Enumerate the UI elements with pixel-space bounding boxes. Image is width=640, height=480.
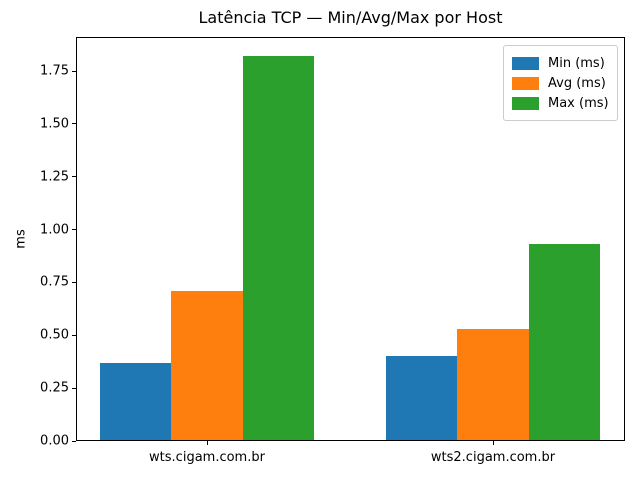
y-tick-label: 1.75 [40, 63, 69, 79]
y-tick-mark [72, 334, 76, 336]
y-tick-mark [72, 387, 76, 389]
y-tick-label: 1.50 [40, 116, 69, 132]
y-tick-label: 0.50 [40, 327, 69, 343]
y-tick-label: 1.25 [40, 169, 69, 185]
bar-avg-wts2.cigam.com.br [457, 328, 529, 440]
x-tick-label: wts2.cigam.com.br [430, 450, 556, 465]
bar-avg-wts.cigam.com.br [171, 290, 243, 440]
y-tick-label: 0.75 [40, 274, 69, 290]
legend-label: Max (ms) [548, 95, 609, 111]
legend-swatch-min [512, 56, 539, 70]
x-tick-mark [207, 441, 208, 445]
y-tick-label: 0.25 [40, 380, 69, 396]
legend-swatch-avg [512, 76, 539, 90]
legend-item: Min (ms) [512, 54, 609, 72]
y-tick-mark [72, 440, 76, 442]
legend-item: Avg (ms) [512, 74, 609, 92]
x-tick-mark [493, 441, 494, 445]
y-tick-label: 0.00 [40, 433, 69, 449]
chart-title: Latência TCP — Min/Avg/Max por Host [198, 8, 503, 27]
y-tick-mark [72, 70, 76, 72]
bar-max-wts2.cigam.com.br [528, 244, 601, 440]
legend-label: Min (ms) [548, 55, 605, 71]
y-axis-label: ms [13, 229, 29, 249]
legend-label: Avg (ms) [548, 75, 606, 91]
legend-swatch-max [512, 96, 539, 110]
bar-min-wts2.cigam.com.br [385, 356, 458, 440]
x-tick-label: wts.cigam.com.br [149, 450, 265, 465]
bar-max-wts.cigam.com.br [242, 56, 315, 440]
legend: Min (ms) Avg (ms) Max (ms) [503, 45, 618, 121]
bar-min-wts.cigam.com.br [99, 362, 172, 440]
y-tick-mark [72, 229, 76, 231]
y-tick-mark [72, 123, 76, 125]
y-tick-mark [72, 176, 76, 178]
legend-item: Max (ms) [512, 94, 609, 112]
y-tick-label: 1.00 [40, 222, 69, 238]
y-tick-mark [72, 281, 76, 283]
